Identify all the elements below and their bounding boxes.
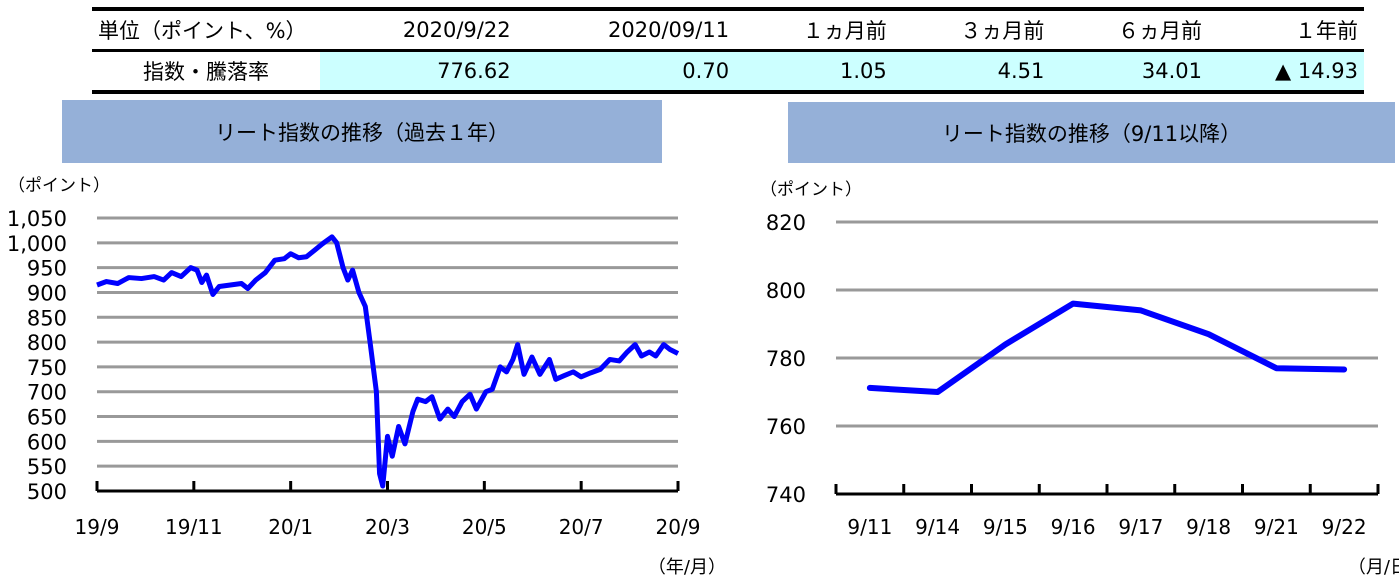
chart2-xtick-label: 9/16	[1051, 515, 1096, 539]
chart1-xtick-label: 20/5	[462, 515, 507, 539]
chart1-xtick-label: 20/9	[656, 515, 701, 539]
header-unit: 単位（ポイント、%）	[92, 9, 320, 52]
chart1-ylabel: （ポイント）	[8, 176, 110, 196]
chart1-xtick-label: 20/1	[268, 515, 313, 539]
header-col: １ヵ月前	[735, 9, 893, 52]
chart2-ytick-label: 760	[766, 415, 806, 439]
index-table: 単位（ポイント、%） 2020/9/22 2020/09/11 １ヵ月前 ３ヵ月…	[92, 7, 1364, 94]
chart2-title: リート指数の推移（9/11以降）	[788, 102, 1395, 163]
chart1-xtick-label: 19/11	[165, 515, 223, 539]
cell: 4.51	[892, 50, 1051, 92]
cell: 34.01	[1050, 50, 1209, 92]
chart2-ytick-label: 780	[766, 347, 806, 371]
chart2-xtick-label: 9/22	[1322, 515, 1367, 539]
chart2-xtick-label: 9/18	[1186, 515, 1231, 539]
header-col: 2020/9/22	[320, 9, 517, 52]
chart2-xtick-label: 9/11	[847, 515, 892, 539]
chart1-xlabel: （年/月）	[648, 557, 726, 578]
chart2-ylabel: （ポイント）	[760, 180, 862, 200]
chart1-ytick-label: 750	[27, 356, 67, 380]
chart1-ytick-label: 700	[27, 381, 67, 405]
cell: ▲ 14.93	[1208, 50, 1364, 92]
chart1-ytick-label: 500	[27, 480, 67, 504]
chart2-xtick-label: 9/21	[1254, 515, 1299, 539]
row-label: 指数・騰落率	[92, 50, 320, 92]
chart1-series-line	[96, 234, 680, 489]
header-col: 2020/09/11	[516, 9, 736, 52]
chart2-ytick-label: 820	[766, 211, 806, 235]
chart1-xtick-label: 19/9	[75, 515, 120, 539]
header-col: １年前	[1208, 9, 1364, 52]
chart2-ytick-label: 740	[766, 483, 806, 507]
cell: 1.05	[735, 50, 893, 92]
chart2-xtick-label: 9/17	[1118, 515, 1163, 539]
cell: 776.62	[320, 50, 517, 92]
chart1-ytick-label: 900	[27, 281, 67, 305]
chart2-xtick-label: 9/15	[983, 515, 1028, 539]
chart1-ytick-label: 1,050	[7, 207, 67, 231]
chart1-ytick-label: 550	[27, 455, 67, 479]
header-col: ６ヵ月前	[1050, 9, 1209, 52]
chart1-xtick-label: 20/7	[559, 515, 604, 539]
chart1-ytick-label: 800	[27, 331, 67, 355]
chart1-ytick-label: 650	[27, 406, 67, 430]
chart2-ytick-label: 800	[766, 279, 806, 303]
chart1-xtick-label: 20/3	[365, 515, 410, 539]
table-row: 指数・騰落率 776.62 0.70 1.05 4.51 34.01 ▲ 14.…	[92, 50, 1364, 92]
header-col: ３ヵ月前	[892, 9, 1051, 52]
chart1-ytick-label: 1,000	[7, 232, 67, 256]
chart2-xlabel: （月/日）	[1348, 557, 1399, 578]
table-header-row: 単位（ポイント、%） 2020/9/22 2020/09/11 １ヵ月前 ３ヵ月…	[92, 9, 1364, 52]
cell: 0.70	[516, 50, 736, 92]
chart2-xtick-label: 9/14	[915, 515, 960, 539]
chart1-ytick-label: 850	[27, 306, 67, 330]
chart1-ytick-label: 950	[27, 257, 67, 281]
chart1-ytick-label: 600	[27, 430, 67, 454]
chart2-series-line	[866, 300, 1348, 395]
chart1-title: リート指数の推移（過去１年）	[62, 100, 662, 163]
